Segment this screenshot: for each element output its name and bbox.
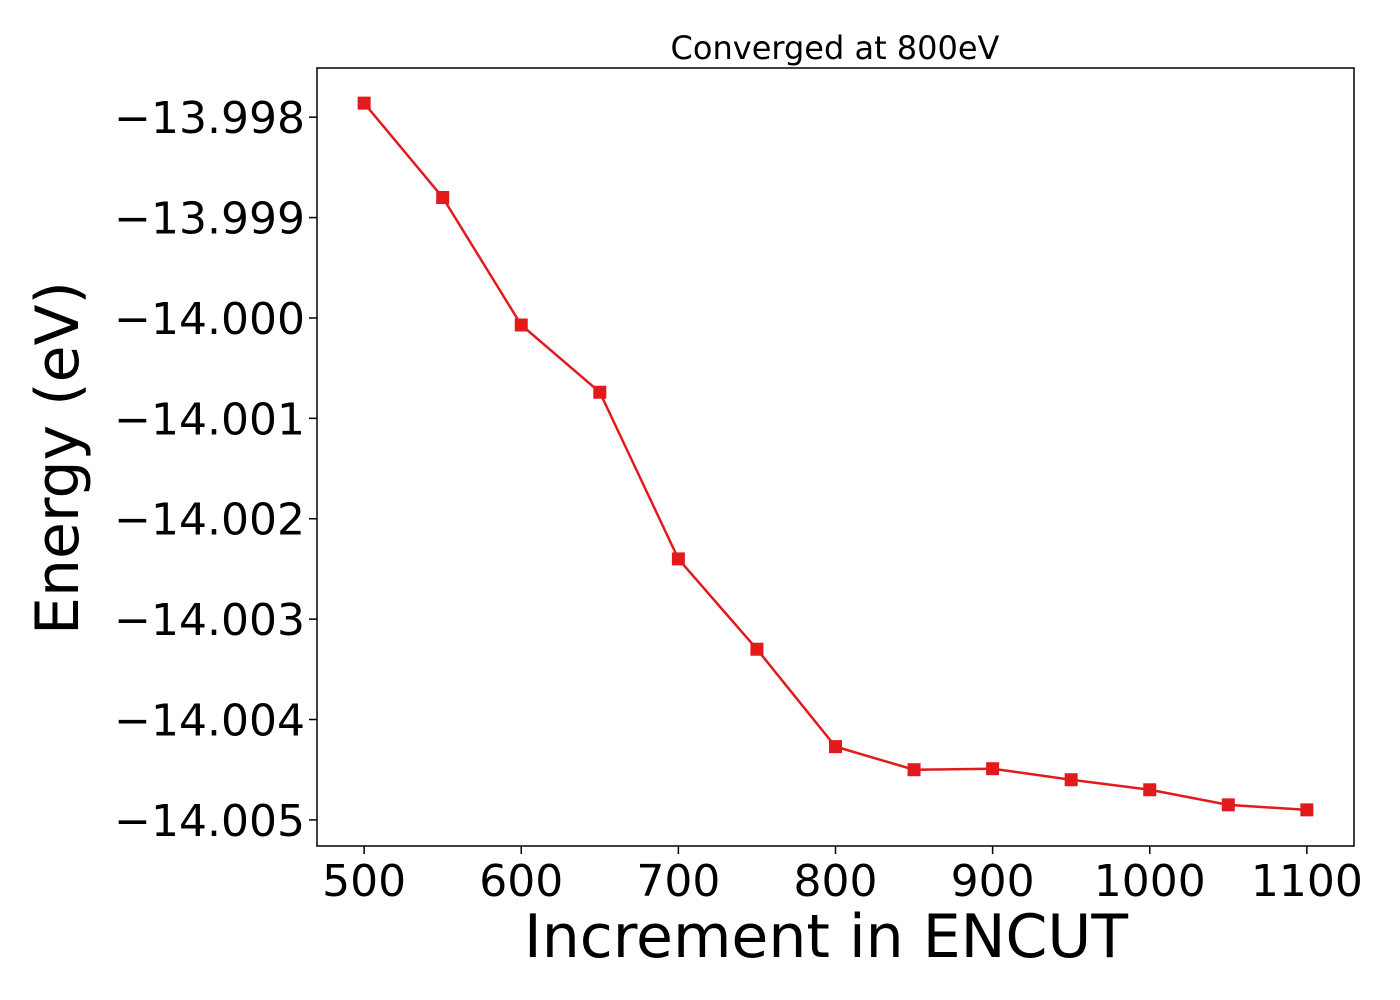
- y-tick-label: −14.000: [114, 294, 305, 345]
- y-tick-label: −14.001: [114, 394, 305, 445]
- data-point-marker: [357, 96, 371, 110]
- x-tick-label: 700: [636, 856, 720, 907]
- data-point-marker: [436, 191, 450, 204]
- y-tick-label: −13.998: [114, 93, 305, 144]
- ticks-layer: 500 600 700 800 900 1000 1100 −13.998 −13.999 −14…: [114, 93, 1363, 907]
- x-tick-label: 1000: [1094, 856, 1206, 907]
- data-point-marker: [986, 762, 1000, 776]
- data-point-marker: [829, 740, 842, 754]
- data-point-marker: [671, 552, 685, 566]
- y-axis-label: Energy (eV): [23, 281, 93, 635]
- y-tick-label: −13.999: [114, 194, 305, 245]
- y-tick-label: −14.003: [114, 595, 305, 646]
- data-point-marker: [750, 642, 764, 656]
- x-tick-label: 600: [479, 856, 563, 907]
- x-tick-label: 500: [322, 856, 406, 907]
- data-point-marker: [593, 385, 607, 399]
- data-point-marker: [514, 318, 528, 332]
- x-tick-label: 1100: [1251, 856, 1363, 907]
- data-point-marker: [1143, 783, 1157, 797]
- y-tick-label: −14.002: [114, 495, 305, 546]
- x-axis-label: Increment in ENCUT: [524, 902, 1128, 972]
- y-tick-label: −14.005: [114, 796, 305, 847]
- data-point-marker: [1064, 773, 1078, 787]
- series-layer: [357, 96, 1314, 817]
- chart-title: Converged at 800eV: [671, 29, 1000, 67]
- data-point-marker: [1300, 803, 1314, 817]
- x-tick-label: 900: [951, 856, 1035, 907]
- y-tick-label: −14.004: [114, 696, 305, 747]
- data-point-marker: [907, 763, 921, 777]
- data-point-marker: [1221, 798, 1235, 812]
- x-tick-label: 800: [794, 856, 878, 907]
- plot-frame: [316, 67, 1355, 847]
